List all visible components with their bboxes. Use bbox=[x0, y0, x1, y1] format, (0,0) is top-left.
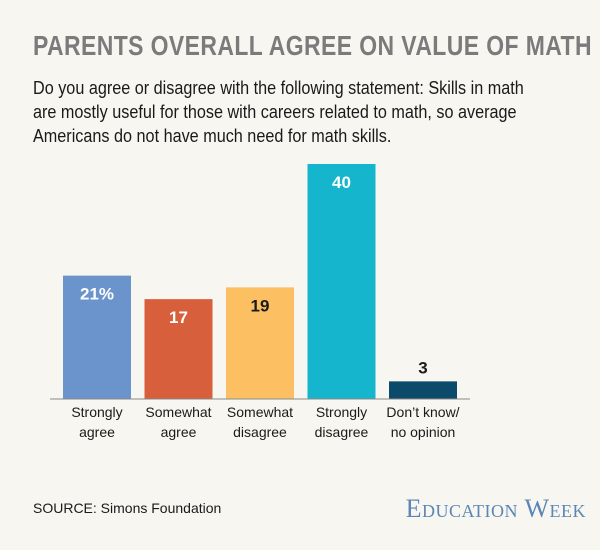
category-label-3-line-1: Somewhat bbox=[227, 404, 293, 420]
chart-title: PARENTS OVERALL AGREE ON VALUE OF MATH bbox=[33, 30, 592, 61]
bar-value-label-5: 3 bbox=[418, 358, 427, 377]
chart-subtitle: Do you agree or disagree with the follow… bbox=[33, 78, 524, 146]
bar-1 bbox=[63, 275, 131, 399]
category-label-4-line-1: Strongly bbox=[316, 404, 367, 420]
category-label-4-line-2: disagree bbox=[315, 424, 369, 440]
bar-value-label-2: 17 bbox=[169, 308, 188, 327]
category-label-2-line-1: Somewhat bbox=[145, 404, 211, 420]
category-label-5-line-2: no opinion bbox=[391, 424, 456, 440]
bar-3 bbox=[226, 287, 294, 399]
category-label-1-line-2: agree bbox=[79, 424, 115, 440]
category-label-2-line-2: agree bbox=[161, 424, 197, 440]
category-label-5-line-1: Don’t know/ bbox=[386, 404, 459, 420]
category-label-1-line-1: Strongly bbox=[71, 404, 122, 420]
source-note: SOURCE: Simons Foundation bbox=[33, 500, 222, 516]
bar-5 bbox=[389, 381, 457, 399]
bar-2 bbox=[144, 299, 213, 399]
bar-4 bbox=[307, 164, 376, 399]
bar-value-label-4: 40 bbox=[332, 173, 351, 192]
bar-value-label-3: 19 bbox=[251, 296, 270, 315]
bar-value-label-1: 21% bbox=[80, 285, 114, 304]
brand-logo: Education Week bbox=[405, 494, 586, 523]
category-label-3-line-2: disagree bbox=[233, 424, 287, 440]
